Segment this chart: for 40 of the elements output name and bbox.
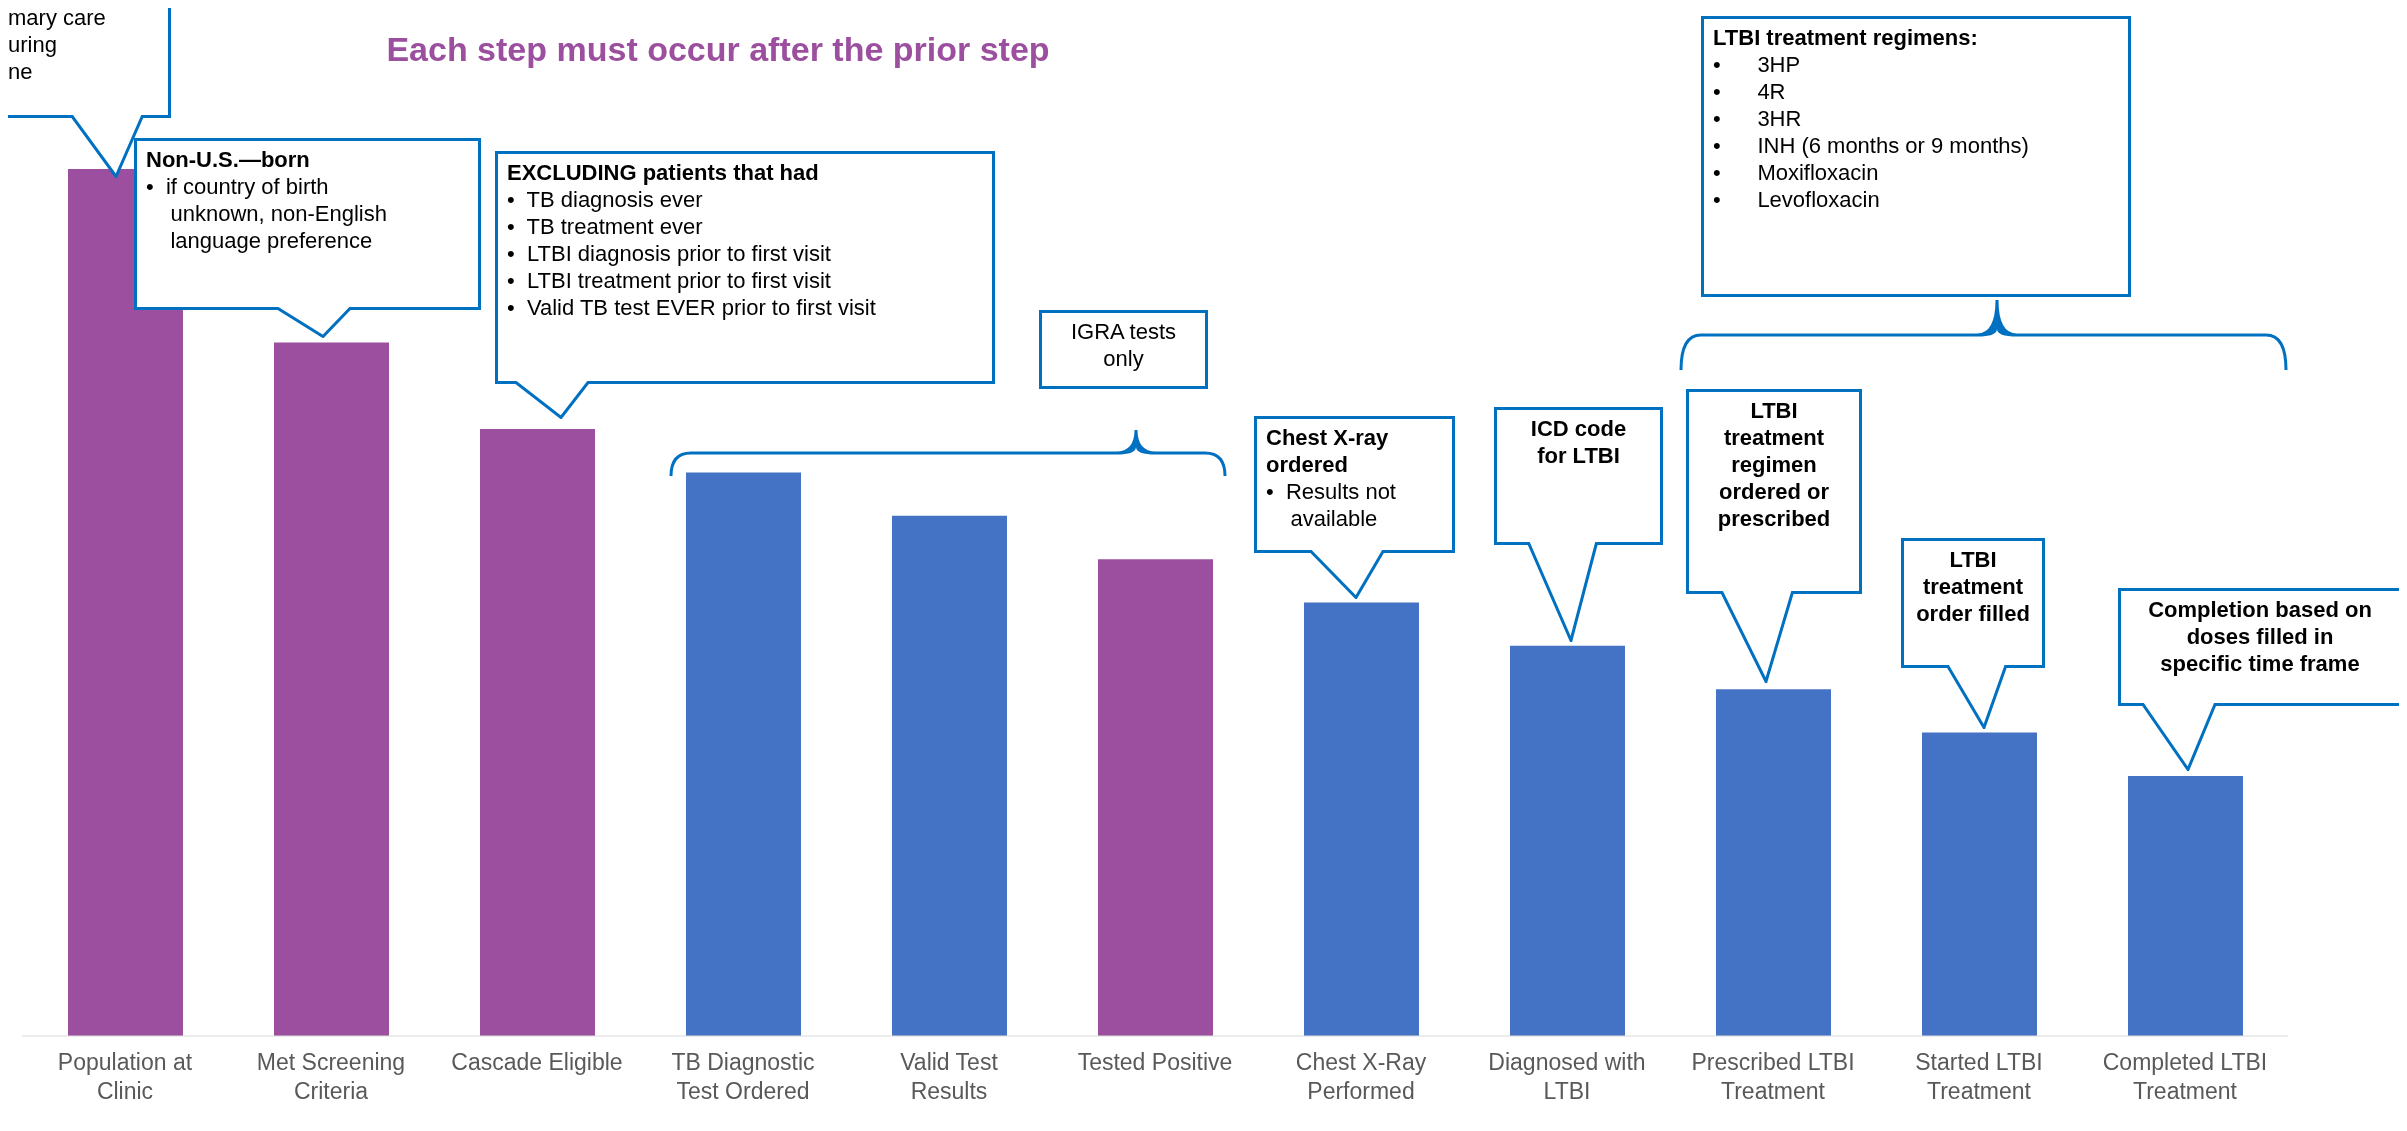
annotation: EXCLUDING patients that had • TB diagnosis ever • TB treatment ever • LTBI diagnosis prior to first visit • LTBI treatment prior to first visit • Valid TB test EVER prior to first visit	[507, 159, 877, 321]
x-tick-label: Cascade Eligible	[451, 1049, 623, 1075]
speech-bubble: Chest X-ray ordered • Results not available	[1254, 416, 1455, 599]
annotation: LTBI treatment regimens: • 3HP • 4R • 3HR • INH (6 months or 9 months) • Moxifloxacin • Levofloxacin	[1713, 24, 2030, 213]
bar	[2128, 775, 2243, 1036]
x-tick-label: Started LTBI Treatment	[1915, 1049, 2043, 1104]
x-tick-label: Diagnosed with LTBI	[1488, 1049, 1646, 1104]
x-tick-label: Valid Test Results	[900, 1049, 999, 1104]
x-tick-label: Tested Positive	[1077, 1049, 1233, 1075]
speech-bubble: LTBI treatment order filled	[1901, 538, 2045, 729]
speech-bubble: LTBI treatment regimens: • 3HP • 4R • 3HR • INH (6 months or 9 months) • Moxifloxacin • Levofloxacin	[1701, 16, 2131, 297]
bar	[1098, 559, 1213, 1036]
annotation: Non-U.S.—born • if country of birth unknown, non-English language preference	[146, 146, 388, 254]
bar	[892, 515, 1007, 1036]
bar	[274, 342, 389, 1036]
annotation: Completion based on doses filled in specific time frame	[2147, 596, 2373, 677]
speech-bubble: Non-U.S.—born • if country of birth unknown, non-English language preference	[134, 138, 481, 338]
annotation: IGRA tests only	[1069, 318, 1178, 372]
bar	[1304, 602, 1419, 1036]
chart-title: Each step must occur after the prior step	[385, 30, 1051, 69]
x-tick-label: TB Diagnostic Test Ordered	[671, 1049, 815, 1104]
speech-bubble: EXCLUDING patients that had • TB diagnosis ever • TB treatment ever • LTBI diagnosis prior to first visit • LTBI treatment prior to first visit • Valid TB test EVER prior to first visit	[495, 151, 995, 419]
x-tick-label: Population at Clinic	[57, 1049, 193, 1104]
annotation: LTBI treatment order filled	[1915, 546, 2031, 627]
speech-bubble: ICD code for LTBI	[1494, 407, 1663, 642]
speech-bubble: IGRA tests only	[1039, 310, 1208, 389]
speech-bubble: Completion based on doses filled in specific time frame	[2118, 588, 2399, 771]
bar	[1716, 689, 1831, 1036]
bar	[686, 472, 801, 1036]
speech-bubble: LTBI treatment regimen ordered or prescribed	[1686, 389, 1862, 683]
x-tick-label: Completed LTBI Treatment	[2102, 1049, 2268, 1104]
x-tick-label: Prescribed LTBI Treatment	[1691, 1049, 1855, 1104]
annotation: LTBI treatment regimen ordered or prescribed	[1716, 397, 1832, 532]
x-tick-label: Met Screening Criteria	[256, 1049, 406, 1104]
annotation: Chest X-ray ordered • Results not available	[1266, 424, 1397, 532]
bar	[480, 429, 595, 1036]
x-tick-label: Chest X-Ray Performed	[1295, 1049, 1427, 1104]
bar	[1510, 645, 1625, 1036]
annotation: ICD code for LTBI	[1529, 415, 1628, 469]
bar	[1922, 732, 2037, 1036]
